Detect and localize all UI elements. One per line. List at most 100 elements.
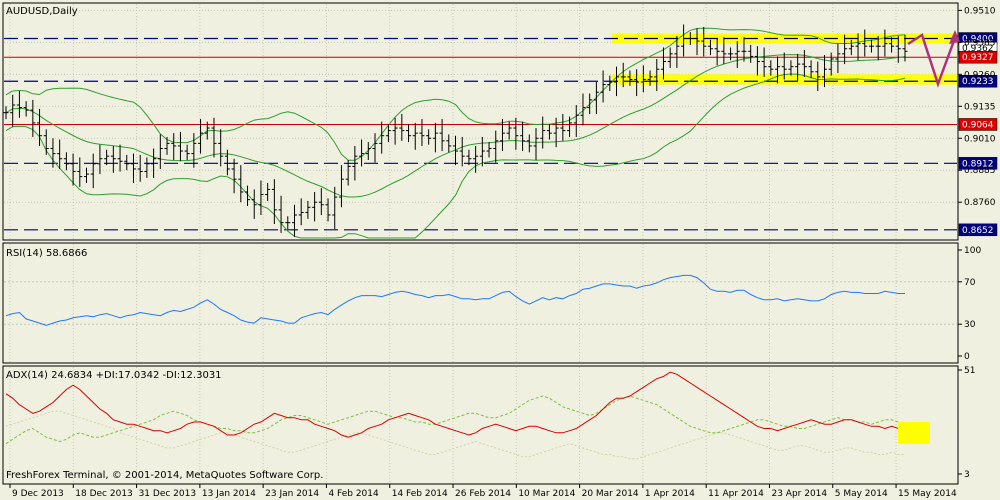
time-tick-label: 20 Mar 2014: [582, 489, 639, 499]
forecast-arrow-path: [907, 33, 957, 88]
price-bar: [459, 136, 465, 167]
price-bar: [164, 136, 170, 155]
price-bar: [660, 47, 666, 80]
price-bar: [868, 39, 874, 53]
price-bar: [520, 121, 526, 152]
price-bar: [271, 179, 277, 224]
price-bar: [265, 183, 271, 201]
price-bar: [10, 94, 16, 127]
rsi-pane: 100 70 30 0 RSI(14) 58.6866: [2, 242, 981, 364]
bollinger-lower: [5, 73, 906, 239]
price-bar: [828, 52, 834, 76]
adx-line: [5, 371, 905, 438]
price-bar: [902, 34, 908, 62]
price-bar: [157, 134, 163, 169]
level-label-box: [958, 157, 998, 170]
price-bar: [238, 165, 244, 203]
price-bar: [473, 145, 479, 173]
price-bar: [439, 119, 445, 152]
price-bar: [587, 93, 593, 114]
rsi-title: RSI(14) 58.6866: [6, 248, 87, 259]
price-bar: [23, 101, 29, 117]
price-bar: [506, 121, 512, 140]
price-bar: [821, 55, 827, 88]
level-label-box: [958, 223, 998, 237]
price-bar: [231, 158, 237, 194]
price-bar: [30, 99, 36, 137]
price-bar: [721, 37, 727, 65]
bollinger-upper: [5, 27, 906, 161]
price-bar: [211, 117, 217, 158]
price-bar: [57, 139, 63, 169]
price-bar: [130, 153, 136, 184]
time-tick-label: 13 Jan 2014: [202, 489, 256, 499]
adx-grid: [9, 367, 897, 483]
price-bar: [406, 124, 412, 143]
price-bar: [801, 50, 807, 77]
time-tick-label: 18 Dec 2013: [75, 489, 132, 499]
time-tick-label: 10 Mar 2014: [518, 489, 575, 499]
price-bar: [540, 116, 546, 149]
time-tick-label: 5 May 2014: [835, 489, 888, 499]
price-bar: [741, 37, 747, 62]
price-bar: [365, 142, 371, 160]
price-bar: [151, 148, 157, 178]
price-bar: [318, 188, 324, 215]
price-bar: [748, 44, 754, 63]
price-bar: [312, 191, 318, 222]
price-bar: [607, 75, 613, 91]
price-bar: [728, 47, 734, 61]
price-bar: [184, 144, 190, 160]
price-bar: [580, 93, 586, 126]
price-bar: [224, 149, 230, 176]
price-bar: [533, 128, 539, 160]
price-tick-label: 0.9135: [964, 102, 996, 112]
price-bar: [667, 47, 673, 68]
price-bar: [640, 65, 646, 93]
price-bar: [278, 195, 284, 233]
price-tick-label: 0.8760: [964, 198, 996, 208]
price-bar: [352, 145, 358, 181]
price-bar: [768, 60, 774, 76]
level-label-box: [958, 50, 998, 64]
price-tick-label: 0.9010: [964, 134, 996, 144]
price-bar: [3, 106, 9, 120]
price-bar: [399, 113, 405, 141]
price-bar: [204, 121, 210, 140]
price-bar: [862, 29, 868, 57]
price-bar: [788, 60, 794, 76]
price-pane-frame: [2, 2, 959, 241]
price-bar: [412, 122, 418, 150]
price-bar: [171, 133, 177, 160]
price-bar: [855, 33, 861, 61]
price-tick-label: 0.9260: [964, 70, 996, 80]
price-bar: [70, 153, 76, 186]
price-bar: [258, 180, 264, 215]
price-bar: [446, 134, 452, 153]
time-tick-label: 4 Feb 2014: [328, 489, 379, 499]
price-bar: [687, 32, 693, 45]
price-bar: [291, 204, 297, 237]
price-bar: [97, 144, 103, 175]
price-bar: [426, 129, 432, 145]
time-tick-label: 23 Apr 2014: [771, 489, 827, 499]
price-tick-label: 0.8885: [964, 166, 996, 176]
price-bar: [647, 70, 653, 86]
price-bar: [338, 165, 344, 208]
price-bar: [567, 116, 573, 137]
rsi-grid: [4, 244, 957, 362]
price-bar: [600, 70, 606, 103]
price-bar: [104, 149, 110, 166]
adx-tick-label: 3: [964, 470, 970, 480]
price-bar: [245, 185, 251, 207]
price-bar: [325, 198, 331, 222]
price-bar: [889, 37, 895, 53]
time-tick-label: 11 Apr 2014: [708, 489, 764, 499]
price-bar: [392, 117, 398, 145]
level-label: 0.8652: [962, 226, 994, 236]
minus-di-line: [5, 410, 905, 460]
price-bar: [882, 29, 888, 57]
price-bar: [714, 38, 720, 66]
